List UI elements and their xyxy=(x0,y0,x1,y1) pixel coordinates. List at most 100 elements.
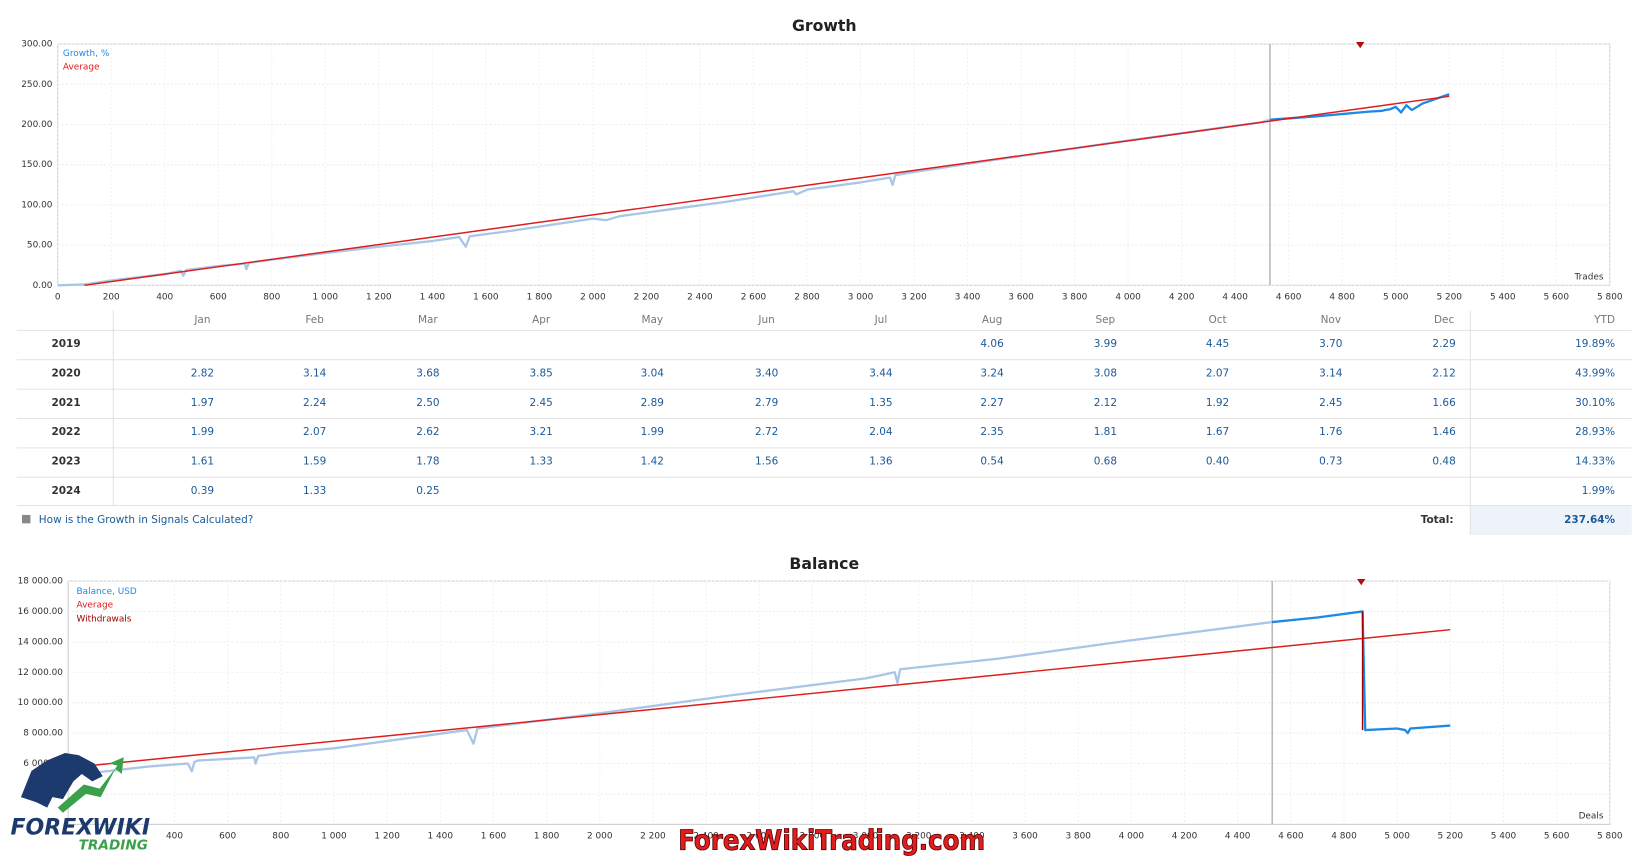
month-cell: 2.35 xyxy=(980,426,1003,438)
month-cell: 2.89 xyxy=(641,397,664,409)
month-cell: 1.66 xyxy=(1432,397,1455,409)
x-tick-label: 3 400 xyxy=(959,831,985,841)
logo-word: TRADING xyxy=(79,837,148,853)
month-cell: 1.35 xyxy=(869,397,892,409)
month-cell: 2.72 xyxy=(755,426,778,438)
y-tick-label: 150.00 xyxy=(21,160,52,170)
x-tick-label: 4 600 xyxy=(1276,292,1302,302)
x-tick-label: 2 000 xyxy=(587,831,613,841)
y-tick-label: 16 000.00 xyxy=(18,607,64,617)
total-cell-bg xyxy=(1470,505,1632,535)
legend-entry: Average xyxy=(77,601,114,611)
ytd-cell: 14.33% xyxy=(1575,455,1615,467)
column-header: Jan xyxy=(193,314,210,326)
x-tick-label: 5 400 xyxy=(1491,831,1517,841)
month-cell: 4.06 xyxy=(980,338,1003,350)
month-cell: 1.46 xyxy=(1432,426,1455,438)
logo-arrow xyxy=(57,757,124,813)
x-tick-label: 3 000 xyxy=(853,831,879,841)
month-cell: 2.07 xyxy=(1206,367,1229,379)
x-tick-label: 4 800 xyxy=(1329,292,1355,302)
x-tick-label: 0 xyxy=(55,292,61,302)
ytd-cell: 30.10% xyxy=(1575,397,1615,409)
x-tick-label: 1 600 xyxy=(481,831,507,841)
chart-title: Balance xyxy=(789,554,859,573)
x-tick-label: 5 200 xyxy=(1438,831,1464,841)
x-tick-label: 2 800 xyxy=(794,292,820,302)
logo-word: FOREX xyxy=(10,816,94,841)
y-tick-label: 0.00 xyxy=(33,281,53,291)
month-cell: 1.99 xyxy=(191,426,214,438)
month-cell: 3.40 xyxy=(755,367,778,379)
month-cell: 3.21 xyxy=(529,426,552,438)
month-cell: 1.42 xyxy=(641,455,664,467)
x-tick-label: 800 xyxy=(272,831,289,841)
help-link[interactable]: How is the Growth in Signals Calculated? xyxy=(39,514,253,526)
x-tick-label: 4 400 xyxy=(1222,292,1248,302)
row-year: 2019 xyxy=(51,338,80,350)
month-cell: 1.59 xyxy=(303,455,326,467)
logo-bull xyxy=(20,753,103,808)
x-tick-label: 1 000 xyxy=(313,292,339,302)
x-tick-label: 1 400 xyxy=(428,831,454,841)
x-axis-label: Trades xyxy=(1573,272,1603,282)
x-tick-label: 3 200 xyxy=(901,292,927,302)
month-cell: 2.45 xyxy=(1319,397,1342,409)
month-cell: 0.48 xyxy=(1432,455,1455,467)
legend-entry: Withdrawals xyxy=(77,614,132,624)
x-tick-label: 4 200 xyxy=(1169,292,1195,302)
x-tick-label: 2 400 xyxy=(687,292,713,302)
x-tick-label: 1 800 xyxy=(534,831,560,841)
chart: Growth 0.00 50.00 100.00 150.00 200.00 250.00 3… xyxy=(21,16,1623,303)
month-cell: 2.45 xyxy=(529,397,552,409)
y-tick-label: 18 000.00 xyxy=(18,577,64,587)
x-tick-label: 3 800 xyxy=(1065,831,1091,841)
x-tick-label: 4 000 xyxy=(1115,292,1141,302)
x-tick-label: 5 000 xyxy=(1383,292,1409,302)
column-header: Jun xyxy=(757,314,774,326)
x-tick-label: 1 400 xyxy=(420,292,446,302)
x-tick-label: 2 000 xyxy=(580,292,606,302)
column-header: Feb xyxy=(305,314,324,326)
row-year: 2021 xyxy=(51,397,80,409)
month-cell: 1.76 xyxy=(1319,426,1342,438)
x-tick-label: 2 400 xyxy=(693,831,719,841)
x-tick-label: 2 600 xyxy=(741,292,767,302)
x-tick-label: 4 400 xyxy=(1225,831,1251,841)
month-cell: 2.82 xyxy=(191,367,214,379)
series-line xyxy=(84,95,1450,287)
month-cell: 3.14 xyxy=(303,367,327,379)
x-tick-label: 5 400 xyxy=(1490,292,1516,302)
x-tick-label: 600 xyxy=(219,831,236,841)
x-tick-label: 3 000 xyxy=(848,292,874,302)
month-cell: 3.08 xyxy=(1094,367,1117,379)
x-tick-label: 1 200 xyxy=(374,831,400,841)
column-header: Nov xyxy=(1321,314,1341,326)
month-cell: 2.24 xyxy=(303,397,327,409)
x-tick-label: 4 800 xyxy=(1331,831,1357,841)
chart-title: Growth xyxy=(792,16,857,35)
ytd-cell: 28.93% xyxy=(1575,426,1615,438)
x-tick-label: 3 600 xyxy=(1008,292,1034,302)
legend-entry: Growth, % xyxy=(63,49,109,59)
x-tick-label: 1 600 xyxy=(473,292,499,302)
ytd-cell: 19.89% xyxy=(1575,338,1615,350)
y-tick-label: 14 000.00 xyxy=(18,637,64,647)
row-year: 2024 xyxy=(51,485,80,497)
x-tick-label: 600 xyxy=(210,292,227,302)
month-cell: 0.39 xyxy=(191,485,214,497)
x-tick-label: 1 200 xyxy=(366,292,392,302)
legend-entry: Average xyxy=(63,63,100,73)
ytd-cell: 1.99% xyxy=(1582,485,1615,497)
month-cell: 3.70 xyxy=(1319,338,1342,350)
month-cell: 1.99 xyxy=(641,426,664,438)
x-tick-label: 4 200 xyxy=(1172,831,1198,841)
x-tick-label: 5 600 xyxy=(1544,292,1570,302)
x-tick-label: 4 000 xyxy=(1119,831,1145,841)
month-cell: 2.29 xyxy=(1432,338,1455,350)
month-cell: 0.73 xyxy=(1319,455,1342,467)
month-cell: 1.36 xyxy=(869,455,892,467)
month-cell: 1.97 xyxy=(191,397,214,409)
column-header: Sep xyxy=(1095,314,1115,326)
